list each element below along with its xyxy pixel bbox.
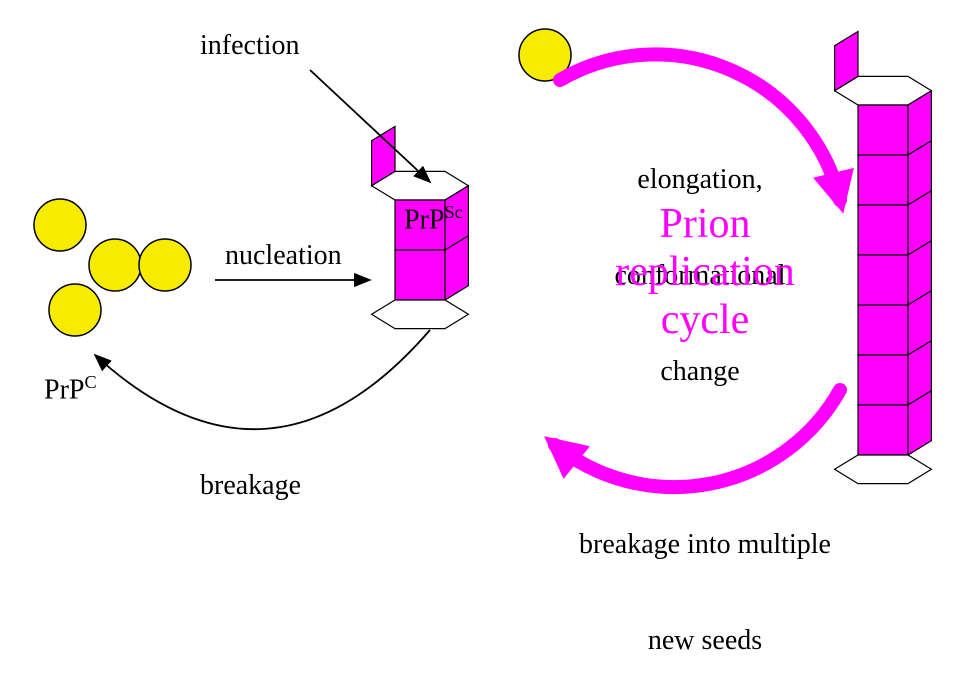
cycle-title-l1: Prion <box>575 200 835 248</box>
label-breakage2-l2: new seeds <box>555 625 855 657</box>
prpc-monomer <box>34 199 86 251</box>
cycle-title: Prion replication cycle <box>575 200 835 344</box>
label-prpc-base: PrP <box>44 374 84 405</box>
label-infection: infection <box>200 30 300 62</box>
label-nucleation: nucleation <box>225 240 342 272</box>
cycle-title-l2: replication <box>575 248 835 296</box>
label-prpsc-base: PrP <box>404 204 444 235</box>
label-prpc: PrPC <box>30 340 97 406</box>
label-breakage: breakage <box>200 470 301 502</box>
prpsc-fibril <box>835 31 932 483</box>
prpc-monomer <box>49 284 101 336</box>
label-prpc-sup: C <box>84 372 96 392</box>
prpc-monomer <box>89 239 141 291</box>
label-breakage2: breakage into multiple new seeds <box>555 465 855 689</box>
label-prpsc: PrPSc <box>390 170 463 236</box>
cycle-title-l3: cycle <box>575 296 835 344</box>
prpc-monomer <box>139 239 191 291</box>
label-breakage2-l1: breakage into multiple <box>555 529 855 561</box>
arrow-infection <box>310 70 430 182</box>
arrow-breakage <box>95 330 430 429</box>
label-prpsc-sup: Sc <box>444 202 462 222</box>
label-elongation-l1: elongation, <box>590 164 810 196</box>
label-elongation-l3: change <box>590 356 810 388</box>
